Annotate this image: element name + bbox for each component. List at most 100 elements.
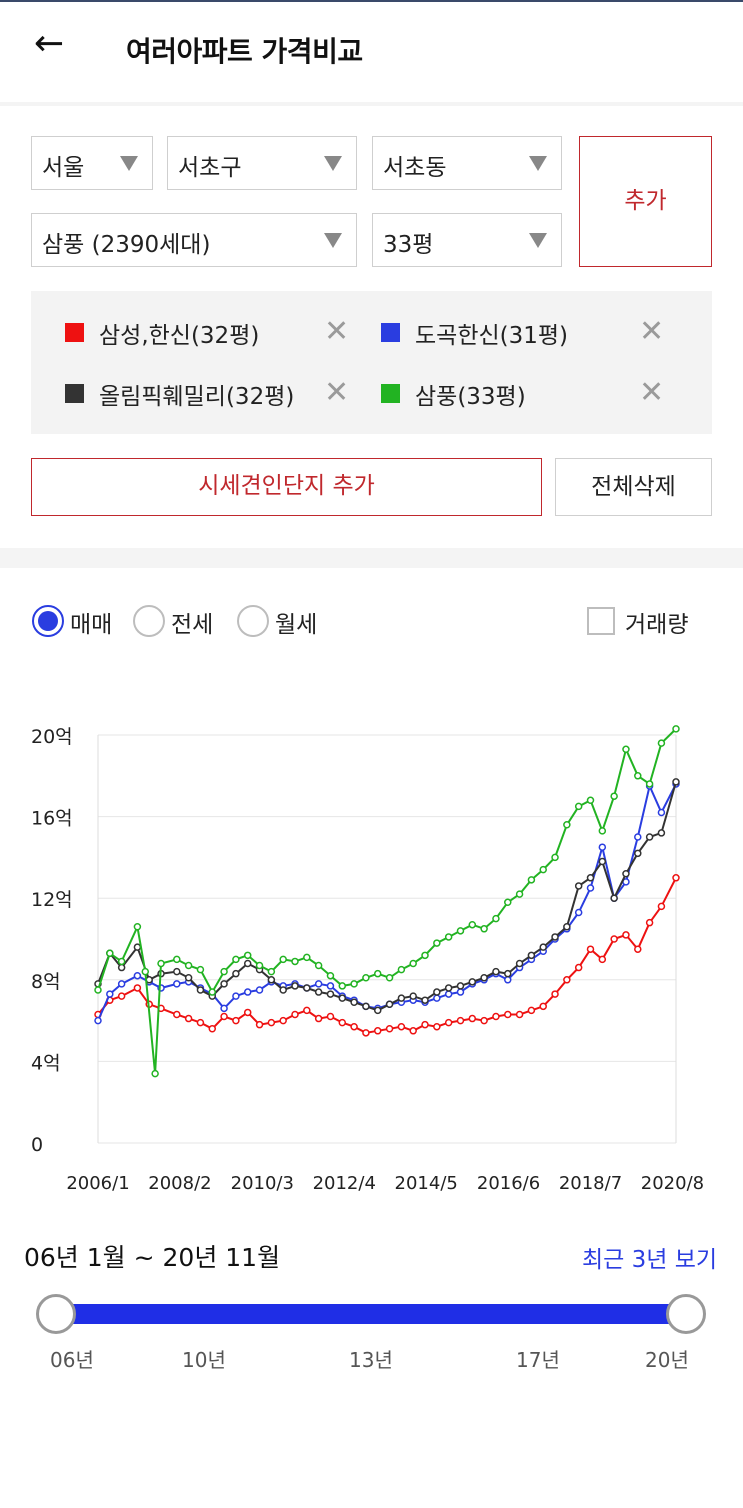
- dong-select[interactable]: 서초동: [372, 136, 562, 190]
- data-point: [208, 988, 217, 996]
- city-select[interactable]: 서울: [31, 136, 153, 190]
- data-point: [208, 1025, 217, 1033]
- data-point: [645, 833, 654, 841]
- data-point: [314, 1014, 323, 1023]
- data-point: [657, 808, 666, 817]
- data-point: [326, 982, 335, 990]
- data-point: [672, 778, 680, 786]
- data-point: [634, 945, 642, 953]
- date-range-text: 06년 1월 ~ 20년 11월: [24, 1243, 281, 1272]
- add-button[interactable]: 추가: [579, 136, 712, 267]
- data-point: [279, 955, 287, 964]
- data-point: [610, 935, 618, 943]
- data-point: [409, 992, 417, 1000]
- x-tick-label: 2010/3: [231, 1173, 294, 1194]
- data-point: [492, 967, 500, 976]
- data-point: [196, 965, 205, 974]
- data-point: [657, 829, 666, 837]
- delete-all-button[interactable]: 전체삭제: [555, 458, 712, 516]
- data-point: [657, 902, 666, 911]
- data-point: [173, 1010, 181, 1019]
- data-point: [433, 1022, 441, 1031]
- data-point: [232, 955, 240, 964]
- data-point: [385, 974, 394, 982]
- data-point: [456, 1016, 465, 1025]
- data-point: [362, 1029, 370, 1037]
- data-point: [515, 890, 524, 898]
- color-swatch: [65, 384, 84, 403]
- data-point: [672, 725, 680, 733]
- range-slider-end-handle[interactable]: [666, 1294, 706, 1334]
- data-point: [504, 976, 512, 984]
- data-point: [409, 959, 417, 968]
- color-swatch: [381, 384, 400, 403]
- data-point: [515, 1010, 524, 1019]
- comparison-item-label: 도곡한신(31평): [415, 323, 569, 349]
- radio-monthly-label: 월세: [275, 612, 318, 638]
- divider: [0, 102, 743, 106]
- data-point: [480, 1016, 488, 1025]
- range-slider-track[interactable]: [58, 1304, 688, 1324]
- data-point: [634, 833, 642, 841]
- add-similar-complex-button[interactable]: 시세견인단지 추가: [31, 458, 542, 516]
- x-tick-label: 2012/4: [313, 1173, 376, 1194]
- data-point: [350, 1022, 358, 1031]
- volume-checkbox[interactable]: [587, 607, 615, 635]
- data-point: [303, 953, 311, 962]
- data-point: [173, 955, 181, 964]
- data-point: [586, 796, 595, 805]
- data-point: [385, 1025, 394, 1033]
- recent-3-years-link[interactable]: 최근 3년 보기: [582, 1247, 718, 1273]
- data-point: [574, 882, 583, 890]
- remove-icon[interactable]: ✕: [324, 314, 350, 349]
- data-point: [622, 869, 630, 878]
- y-tick-label: 8억: [31, 971, 61, 993]
- data-point: [350, 998, 358, 1006]
- y-tick-label: 4억: [31, 1052, 61, 1074]
- data-point: [267, 967, 276, 976]
- data-point: [196, 1018, 205, 1027]
- x-tick-label: 2016/6: [477, 1173, 540, 1194]
- data-point: [598, 843, 607, 851]
- data-point: [645, 780, 654, 788]
- remove-icon[interactable]: ✕: [639, 314, 665, 349]
- remove-icon[interactable]: ✕: [324, 375, 350, 410]
- size-select-value: 33평: [383, 232, 434, 258]
- data-point: [574, 908, 583, 917]
- data-point: [563, 821, 571, 829]
- data-point: [220, 1004, 228, 1013]
- x-tick-label: 2020/8: [641, 1173, 704, 1194]
- size-select[interactable]: 33평: [372, 213, 562, 267]
- top-border: [0, 0, 743, 2]
- remove-icon[interactable]: ✕: [639, 375, 665, 410]
- chevron-down-icon: [529, 233, 547, 248]
- data-point: [574, 963, 583, 972]
- radio-sale-label: 매매: [70, 612, 113, 638]
- slider-tick-label: 06년: [50, 1348, 94, 1372]
- data-point: [279, 986, 287, 994]
- data-point: [232, 969, 240, 978]
- district-select[interactable]: 서초구: [167, 136, 357, 190]
- data-point: [220, 980, 228, 988]
- data-point: [117, 963, 126, 972]
- y-tick-label: 16억: [31, 808, 73, 830]
- data-point: [220, 1012, 228, 1021]
- app-header: [0, 2, 743, 102]
- data-point: [196, 986, 205, 994]
- data-point: [373, 969, 382, 978]
- data-point: [291, 957, 299, 966]
- apartment-select[interactable]: 삼풍 (2390세대): [31, 213, 357, 267]
- data-point: [456, 988, 465, 996]
- data-point: [338, 994, 347, 1002]
- radio-unchecked-icon: [237, 605, 269, 637]
- volume-checkbox-label: 거래량: [625, 612, 689, 638]
- data-point: [563, 976, 571, 984]
- data-point: [551, 990, 559, 998]
- range-slider-start-handle[interactable]: [36, 1294, 76, 1334]
- data-point: [433, 939, 441, 947]
- data-point: [598, 857, 607, 866]
- back-button[interactable]: ←: [34, 24, 74, 64]
- data-point: [456, 982, 465, 990]
- data-point: [184, 1014, 193, 1023]
- data-point: [421, 1020, 429, 1029]
